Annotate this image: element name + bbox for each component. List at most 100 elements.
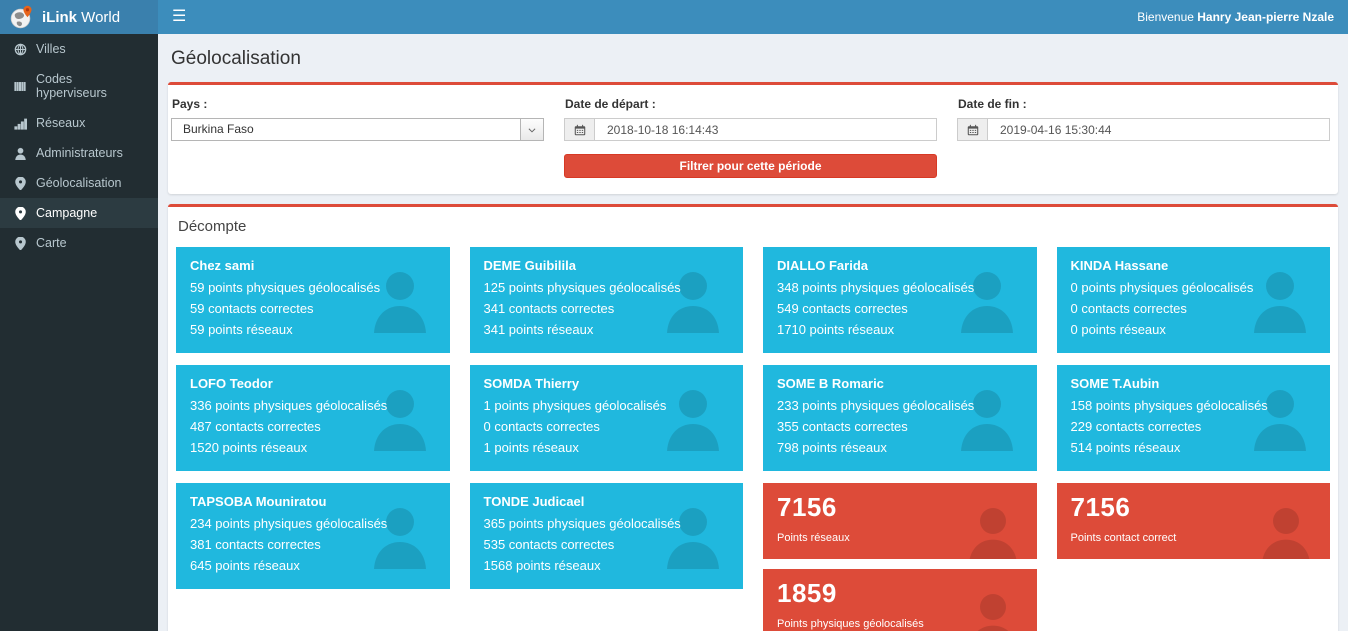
- agent-card[interactable]: SOME B Romaric 233 points physiques géol…: [763, 365, 1037, 471]
- agent-card[interactable]: SOME T.Aubin 158 points physiques géoloc…: [1056, 365, 1330, 471]
- agent-stat-line: 1 points réseaux: [483, 440, 579, 455]
- summary-value: 1859: [777, 578, 837, 608]
- agent-stat-line: 336 points physiques géolocalisés: [190, 398, 388, 413]
- agent-name: KINDA Hassane: [1070, 258, 1169, 273]
- sidebar-item-codes-hyperviseurs[interactable]: Codes hyperviseurs: [0, 64, 158, 108]
- summary-value: 7156: [777, 492, 837, 522]
- summary-label: Points physiques géolocalisés: [777, 618, 924, 630]
- agent-stat-line: 1568 points réseaux: [483, 558, 601, 573]
- brand-light: World: [77, 8, 121, 26]
- agent-name: SOME T.Aubin: [1070, 376, 1160, 391]
- person-silhouette-icon: [960, 272, 1013, 333]
- agent-card[interactable]: KINDA Hassane 0 points physiques géoloca…: [1056, 247, 1330, 353]
- sidebar-item-villes[interactable]: Villes: [0, 34, 158, 64]
- summary-card-points-contact[interactable]: 7156 Points contact correct: [1056, 483, 1330, 559]
- app-logo-area[interactable]: iLink World: [0, 0, 158, 34]
- person-silhouette-icon: [667, 390, 719, 451]
- hamburger-icon[interactable]: ☰: [172, 8, 187, 25]
- agent-stat-line: 1 points physiques géolocalisés: [483, 398, 667, 413]
- agent-stat-line: 229 contacts correctes: [1070, 419, 1202, 434]
- sidebar-item-label: Carte: [36, 236, 67, 250]
- map-marker-icon: [15, 236, 26, 250]
- country-select[interactable]: Burkina Faso: [171, 118, 544, 141]
- barcode-icon: [14, 81, 26, 91]
- agent-stat-line: 59 points physiques géolocalisés: [190, 280, 381, 295]
- agent-name: Chez sami: [190, 258, 255, 273]
- summary-label: Points contact correct: [1070, 532, 1177, 544]
- brand-bold: iLink: [42, 8, 78, 26]
- welcome-prefix: Bienvenue: [1137, 10, 1198, 24]
- signal-bars-icon: [14, 118, 27, 130]
- summary-card-points-reseaux[interactable]: 7156 Points réseaux: [763, 483, 1037, 559]
- agent-stat-line: 348 points physiques géolocalisés: [777, 280, 975, 295]
- agent-card[interactable]: TAPSOBA Mouniratou 234 points physiques …: [176, 483, 450, 589]
- globe-icon: [14, 43, 27, 55]
- agent-stat-line: 549 contacts correctes: [777, 301, 908, 316]
- sidebar-item-label: Villes: [36, 42, 66, 56]
- agent-stat-line: 798 points réseaux: [777, 440, 887, 455]
- agent-stat-line: 59 points réseaux: [190, 322, 293, 337]
- person-silhouette-icon: [960, 390, 1013, 451]
- country-label: Pays :: [172, 97, 208, 111]
- filter-period-button[interactable]: Filtrer pour cette période: [564, 154, 937, 178]
- agent-stat-line: 125 points physiques géolocalisés: [483, 280, 681, 295]
- date-start-label: Date de départ :: [565, 97, 656, 111]
- agent-stat-line: 1520 points réseaux: [190, 440, 308, 455]
- map-marker-icon: [15, 176, 26, 190]
- date-end-input[interactable]: [987, 118, 1330, 141]
- sidebar-item-label: Réseaux: [36, 116, 86, 130]
- agent-name: LOFO Teodor: [190, 376, 273, 391]
- welcome-message: Bienvenue Hanry Jean-pierre Nzale: [1137, 10, 1334, 24]
- sidebar-item-label: Administrateurs: [36, 146, 123, 160]
- agent-card[interactable]: DIALLO Farida 348 points physiques géolo…: [763, 247, 1037, 353]
- agent-stat-line: 535 contacts correctes: [483, 537, 615, 552]
- sidebar-item-administrateurs[interactable]: Administrateurs: [0, 138, 158, 168]
- agent-stat-line: 0 points physiques géolocalisés: [1070, 280, 1254, 295]
- country-select-value: Burkina Faso: [183, 122, 254, 136]
- agent-card[interactable]: SOMDA Thierry 1 points physiques géoloca…: [469, 365, 743, 471]
- agent-card[interactable]: DEME Guibilila 125 points physiques géol…: [469, 247, 743, 353]
- agent-card[interactable]: LOFO Teodor 336 points physiques géoloca…: [176, 365, 450, 471]
- sidebar-item-carte[interactable]: Carte: [0, 228, 158, 258]
- person-silhouette-icon: [1254, 272, 1306, 333]
- decompte-title: Décompte: [178, 218, 247, 235]
- brand-title: iLink World: [42, 9, 120, 26]
- top-navbar: ☰ Bienvenue Hanry Jean-pierre Nzale: [158, 0, 1348, 34]
- summary-label: Points réseaux: [777, 532, 850, 544]
- sidebar-item-campagne[interactable]: Campagne: [0, 198, 158, 228]
- person-silhouette-icon: [373, 272, 426, 333]
- user-icon: [15, 147, 26, 160]
- person-silhouette-icon: [667, 272, 719, 333]
- agent-name: TONDE Judicael: [483, 494, 585, 509]
- person-silhouette-icon: [968, 594, 1017, 631]
- person-silhouette-icon: [1261, 508, 1311, 559]
- agent-stat-line: 234 points physiques géolocalisés: [190, 516, 388, 531]
- date-end-label: Date de fin :: [958, 97, 1027, 111]
- agent-stat-line: 0 contacts correctes: [1070, 301, 1187, 316]
- person-silhouette-icon: [968, 508, 1017, 559]
- country-field-group: Pays : Burkina Faso: [171, 95, 544, 178]
- agent-card[interactable]: TONDE Judicael 365 points physiques géol…: [469, 483, 743, 589]
- sidebar-item-reseaux[interactable]: Réseaux: [0, 108, 158, 138]
- sidebar-item-label: Géolocalisation: [36, 176, 122, 190]
- cards-grid: Chez sami 59 points physiques géolocalis…: [176, 247, 1330, 631]
- agent-card[interactable]: Chez sami 59 points physiques géolocalis…: [176, 247, 450, 353]
- date-start-input[interactable]: [594, 118, 937, 141]
- sidebar-item-label: Codes hyperviseurs: [36, 72, 107, 100]
- decompte-panel: Décompte Chez sami 59 points physiques g…: [168, 204, 1338, 631]
- agent-name: DIALLO Farida: [777, 258, 869, 273]
- summary-card-points-physiques[interactable]: 1859 Points physiques géolocalisés: [763, 569, 1037, 631]
- agent-stat-line: 514 points réseaux: [1070, 440, 1181, 455]
- calendar-icon: [957, 118, 987, 141]
- agent-stat-line: 1710 points réseaux: [777, 322, 895, 337]
- person-silhouette-icon: [373, 390, 426, 451]
- agent-stat-line: 355 contacts correctes: [777, 419, 908, 434]
- agent-stat-line: 341 points réseaux: [483, 322, 594, 337]
- person-silhouette-icon: [1254, 390, 1306, 451]
- chevron-down-icon[interactable]: [520, 119, 543, 140]
- sidebar-item-geolocalisation[interactable]: Géolocalisation: [0, 168, 158, 198]
- main-content: Géolocalisation Pays : Burkina Faso Date…: [158, 34, 1348, 631]
- agent-stat-line: 487 contacts correctes: [190, 419, 321, 434]
- page-title: Géolocalisation: [171, 48, 301, 69]
